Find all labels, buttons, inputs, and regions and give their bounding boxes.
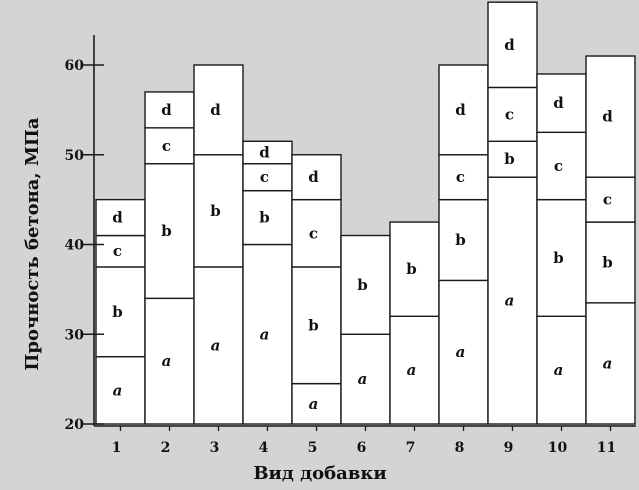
segment-label: a [554, 361, 564, 379]
segment-label: d [161, 101, 172, 119]
segment-label: d [112, 209, 123, 227]
bar-segment-b [144, 163, 195, 300]
segment-label: d [455, 101, 466, 119]
x-tick-label: 1 [112, 440, 122, 456]
segment-label: d [504, 36, 515, 54]
bar-segment-a [585, 302, 636, 425]
y-tick-label: 20 [65, 417, 85, 433]
bar-group: a b c d 8 [438, 64, 489, 456]
x-tick-label: 11 [597, 440, 616, 456]
bar-group: a b d 3 [193, 64, 244, 456]
bar-segment-b [340, 234, 391, 335]
segment-label: b [406, 260, 417, 278]
segment-label: a [113, 381, 123, 399]
x-tick-label: 9 [504, 440, 514, 456]
x-tick-label: 10 [548, 440, 568, 456]
segment-label: c [162, 137, 171, 155]
bar-segment-d [193, 64, 244, 156]
x-tick-label: 6 [357, 440, 367, 456]
bar-segment-c [438, 154, 489, 201]
segment-label: a [407, 361, 417, 379]
bar-group: a b cd 2 [144, 91, 195, 456]
y-tick-label: 30 [65, 327, 85, 343]
bar-segment-a [193, 266, 244, 425]
segment-label: c [603, 191, 612, 209]
segment-label: a [162, 352, 172, 370]
segment-label: d [308, 168, 319, 186]
bar-group: a b c d 5 [291, 154, 342, 456]
bar-segment-a [242, 243, 293, 425]
y-axis-title: Прочность бетона, МПа [22, 117, 43, 370]
y-tick-label: 50 [65, 148, 85, 164]
bar-segment-d [585, 55, 636, 178]
segment-label: c [113, 242, 122, 260]
x-tick-label: 3 [210, 440, 220, 456]
bar-group: a b cd 1 [95, 198, 146, 456]
bar-segment-d [487, 1, 538, 89]
segment-label: b [112, 303, 123, 321]
segment-label: c [456, 168, 465, 186]
segment-label: d [210, 101, 221, 119]
segment-label: b [210, 202, 221, 220]
bar-segment-a [95, 355, 146, 425]
segment-label: b [602, 253, 613, 271]
segment-label: b [161, 222, 172, 240]
bar-group: a b c d 11 [585, 55, 636, 456]
bar-group: a b 7 [389, 221, 440, 456]
segment-label: a [505, 292, 515, 310]
bar-group: a b c d 10 [536, 73, 587, 456]
segment-label: a [603, 354, 613, 372]
segment-label: b [455, 231, 466, 249]
x-tick-label: 7 [406, 440, 416, 456]
segment-label: a [309, 395, 319, 413]
y-axis-title-group: Прочность бетона, МПа [22, 117, 43, 370]
segment-label: c [260, 168, 269, 186]
x-tick-label: 5 [308, 440, 318, 456]
segment-label: b [553, 249, 564, 267]
bar-segment-b [95, 266, 146, 358]
segment-label: c [309, 224, 318, 242]
segment-label: b [308, 316, 319, 334]
bar-segment-a [340, 333, 391, 425]
bar-group: a b cd 4 [242, 140, 293, 456]
segment-label: a [260, 325, 270, 343]
bar-segment-b [291, 266, 342, 385]
bar-segment-a [487, 176, 538, 425]
bar-segment-c [487, 86, 538, 142]
bar-segment-b [389, 221, 440, 318]
y-tick-label: 60 [65, 58, 85, 74]
segment-label: d [259, 144, 270, 162]
x-tick-label: 8 [455, 440, 465, 456]
x-tick-label: 4 [259, 440, 269, 456]
segment-label: a [358, 370, 368, 388]
y-tick-label: 40 [65, 238, 85, 254]
segment-label: d [553, 94, 564, 112]
axes-group: 20 30 40 50 60 [65, 35, 636, 433]
segment-label: d [602, 108, 613, 126]
segment-label: a [211, 336, 221, 354]
x-tick-label: 2 [161, 440, 171, 456]
bars-group: abcd1abcd2abd3abcd4abcd5ab6ab7abcd8abcd9… [95, 1, 636, 456]
segment-label: a [456, 343, 466, 361]
bar-segment-a [536, 315, 587, 425]
segment-label: c [554, 157, 563, 175]
segment-label: b [259, 209, 270, 227]
bar-segment-c [291, 198, 342, 268]
bar-group: a b c d 9 [487, 1, 538, 456]
segment-label: b [504, 150, 515, 168]
segment-label: c [505, 105, 514, 123]
x-axis-title: Вид добавки [253, 463, 386, 484]
bar-segment-b [536, 198, 587, 318]
bar-segment-b [242, 189, 293, 246]
bar-segment-a [389, 315, 440, 425]
segment-label: b [357, 276, 368, 294]
bar-segment-d [242, 140, 293, 165]
bar-group: a b 6 [340, 234, 391, 456]
bar-segment-d [438, 64, 489, 156]
bar-segment-d [291, 154, 342, 201]
